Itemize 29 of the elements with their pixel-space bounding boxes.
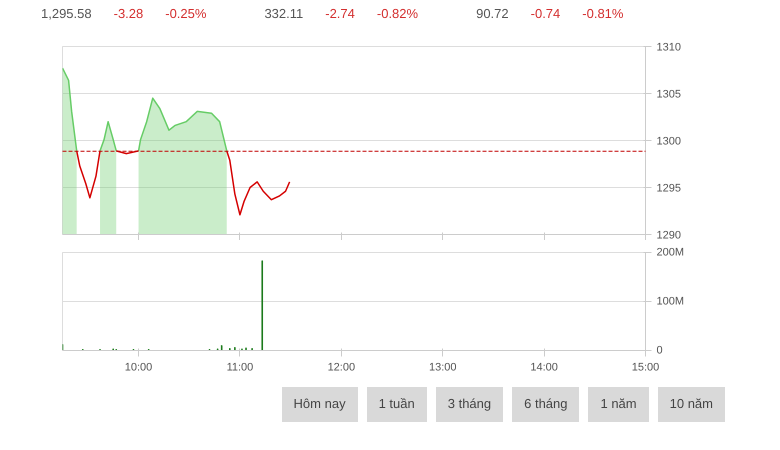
y-tick-label: 1305 bbox=[656, 88, 681, 100]
text: -2.74 bbox=[325, 5, 355, 23]
y-tick-label: 1300 bbox=[656, 136, 681, 148]
y-tick-label: 200M bbox=[656, 246, 684, 258]
text: 90.72 bbox=[476, 5, 509, 23]
text: 6 tháng bbox=[512, 387, 580, 422]
x-tick-label: 14:00 bbox=[530, 362, 558, 374]
text: -3.28 bbox=[114, 5, 144, 23]
text: 1,295.58 bbox=[41, 5, 92, 23]
text: -0.82% bbox=[376, 5, 418, 23]
text: 1 tuần bbox=[366, 387, 427, 422]
text: Hôm nay bbox=[282, 387, 358, 422]
text: -0.81% bbox=[582, 5, 624, 23]
x-tick-label: 15:00 bbox=[632, 362, 660, 374]
text: 332.11 bbox=[264, 5, 304, 23]
y-tick-label: 0 bbox=[656, 344, 663, 356]
x-tick-label: 13:00 bbox=[428, 362, 456, 374]
text: 3 tháng bbox=[436, 387, 504, 422]
text: -0.25% bbox=[165, 5, 206, 23]
x-tick-label: 12:00 bbox=[328, 362, 356, 374]
y-tick-label: 100M bbox=[656, 296, 684, 308]
text: 10 năm bbox=[658, 387, 725, 422]
y-tick-label: 1310 bbox=[656, 42, 681, 54]
text: 1 năm bbox=[588, 387, 649, 422]
x-tick-label: 11:00 bbox=[226, 362, 254, 374]
x-tick-label: 10:00 bbox=[124, 362, 152, 374]
y-tick-label: 1295 bbox=[656, 182, 681, 194]
text: -0.74 bbox=[530, 5, 560, 23]
y-tick-label: 1290 bbox=[656, 230, 681, 242]
